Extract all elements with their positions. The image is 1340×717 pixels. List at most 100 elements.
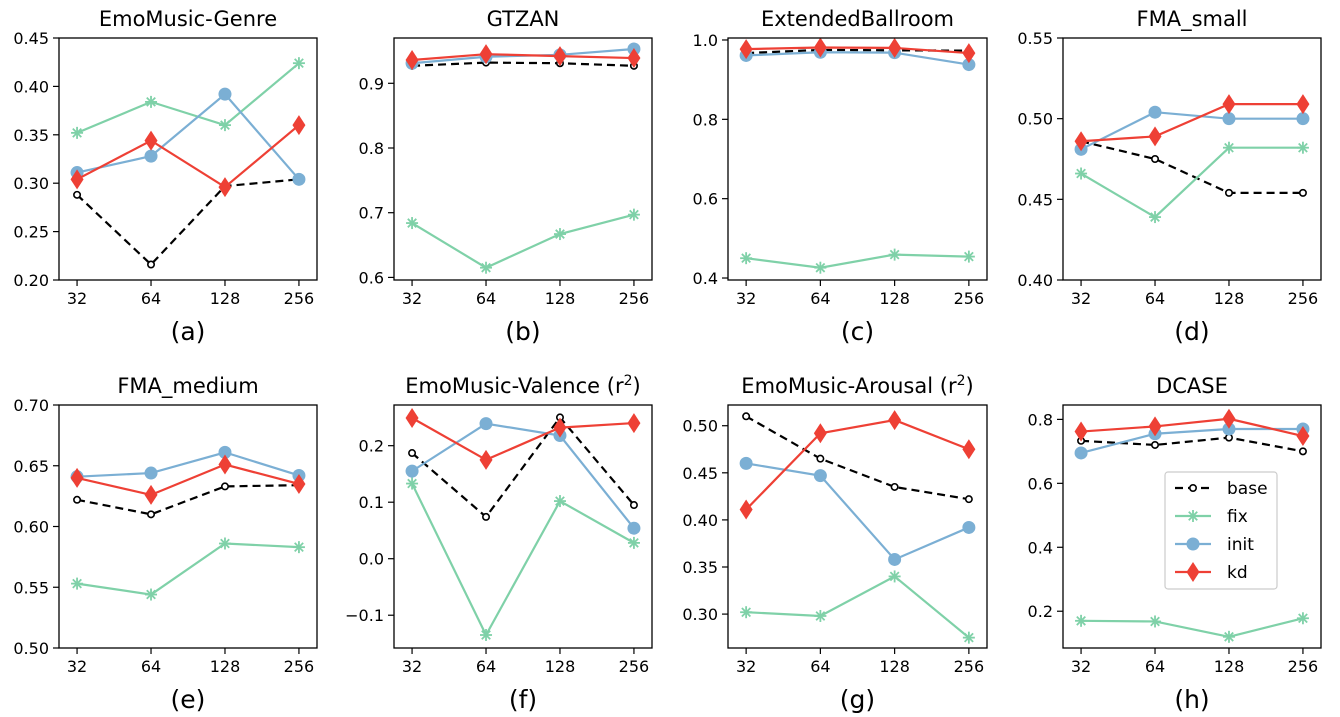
series-init-point bbox=[1222, 112, 1236, 126]
series-fix-point bbox=[1222, 141, 1235, 154]
series-init-point bbox=[1222, 422, 1236, 436]
x-tick-label: 256 bbox=[284, 657, 315, 676]
x-tick-label: 64 bbox=[476, 289, 496, 308]
series-fix-point bbox=[145, 588, 158, 601]
series-kd-point bbox=[1222, 408, 1236, 429]
series-kd-point bbox=[144, 484, 158, 505]
y-tick-label: 0.40 bbox=[1017, 271, 1053, 290]
panel-caption: (g) bbox=[840, 685, 875, 713]
legend-entry-fix: fix bbox=[1175, 507, 1248, 527]
y-tick-label: 0.20 bbox=[13, 271, 49, 290]
plot-frame bbox=[1062, 37, 1322, 281]
y-tick-label: 0.45 bbox=[682, 464, 718, 483]
x-tick-label: 256 bbox=[954, 657, 985, 676]
series-kd-point bbox=[553, 417, 567, 438]
series-kd-point bbox=[739, 499, 753, 520]
y-tick-label: 0.8 bbox=[693, 110, 718, 129]
series-kd-point bbox=[1296, 94, 1310, 115]
panel-c: ExtendedBallroom 0.4 0.6 0.8 1.0 32 64 128 256 (c… bbox=[693, 7, 988, 346]
panel-a: EmoMusic-Genre 0.20 0.25 0.30 0.35 0.40 0.45 32… bbox=[13, 7, 318, 346]
y-tick-label: 0.40 bbox=[13, 77, 49, 96]
panel-caption: (c) bbox=[841, 317, 874, 346]
panel-title: FMA_small bbox=[1137, 7, 1248, 32]
series-kd-line bbox=[76, 124, 300, 189]
y-tick-label: 0.70 bbox=[13, 396, 49, 415]
series-base-point bbox=[408, 449, 417, 458]
series-fix-point bbox=[627, 208, 640, 221]
plot-frame bbox=[727, 404, 988, 649]
series-kd-point bbox=[1074, 421, 1088, 442]
series-init-point bbox=[627, 521, 641, 535]
series-kd bbox=[70, 454, 306, 505]
x-tick-label: 64 bbox=[476, 657, 496, 676]
y-tick-label: 0.6 bbox=[359, 268, 384, 287]
series-base-line bbox=[412, 61, 634, 67]
x-tick-label: 128 bbox=[879, 289, 910, 308]
series-kd-point bbox=[292, 473, 306, 494]
panel-g: EmoMusic-Arousal (r2) 0.30 0.35 0.40 0.45 0.5… bbox=[682, 373, 988, 714]
series-kd-point bbox=[1222, 94, 1236, 115]
y-tick-label: 0.60 bbox=[13, 518, 49, 537]
series-fix-point bbox=[292, 541, 305, 554]
plot-frame bbox=[393, 37, 653, 281]
panel-caption: (d) bbox=[1174, 317, 1209, 346]
x-tick-label: 128 bbox=[545, 657, 576, 676]
series-kd-point bbox=[888, 37, 902, 58]
series-fix-point bbox=[553, 495, 566, 508]
y-tick-label: 0.7 bbox=[359, 204, 384, 223]
series-base bbox=[73, 481, 303, 519]
series-base-point bbox=[147, 510, 156, 519]
series-fix-point bbox=[627, 536, 640, 549]
panel-d: FMA_small 0.40 0.45 0.50 0.55 32 64 128 256 (d) bbox=[1017, 7, 1322, 346]
series-init-point bbox=[218, 445, 232, 459]
series-kd bbox=[1074, 94, 1310, 152]
series-fix-point bbox=[406, 477, 419, 490]
y-tick-label: 0.55 bbox=[1017, 29, 1053, 48]
series-kd-line bbox=[1080, 417, 1304, 438]
series-fix bbox=[71, 537, 305, 601]
x-tick-label: 256 bbox=[619, 289, 650, 308]
series-kd-line bbox=[76, 463, 300, 497]
series-kd-point bbox=[479, 44, 493, 65]
series-kd-point bbox=[1148, 126, 1162, 147]
series-fix-point bbox=[962, 631, 975, 644]
x-tick-label: 128 bbox=[545, 289, 576, 308]
x-tick-label: 256 bbox=[1288, 657, 1319, 676]
series-base-line bbox=[76, 484, 299, 516]
y-tick-label: 0.45 bbox=[1017, 190, 1053, 209]
y-tick-label: 0.30 bbox=[13, 174, 49, 193]
series-init-point bbox=[144, 466, 158, 480]
series-kd-point bbox=[1074, 131, 1088, 152]
x-tick-label: 128 bbox=[1214, 657, 1245, 676]
plot-frame bbox=[58, 37, 318, 281]
series-base-point bbox=[964, 495, 973, 504]
y-tick-label: 0.35 bbox=[13, 126, 49, 145]
series-fix-point bbox=[218, 537, 231, 550]
series-fix-point bbox=[1075, 167, 1088, 180]
series-kd bbox=[739, 410, 976, 520]
series-fix-line bbox=[745, 253, 969, 269]
series-base-point bbox=[73, 495, 82, 504]
legend-entry-kd: kd bbox=[1175, 562, 1248, 583]
y-tick-label: −0.1 bbox=[345, 606, 384, 625]
series-fix bbox=[1075, 612, 1309, 643]
legend-point bbox=[1187, 510, 1199, 522]
y-tick-label: 0.50 bbox=[682, 417, 718, 436]
series-base-point bbox=[816, 454, 825, 463]
series-init-point bbox=[144, 149, 158, 163]
series-init-point bbox=[292, 172, 306, 186]
plot-frame bbox=[393, 404, 653, 649]
series-init bbox=[70, 87, 306, 186]
series-kd bbox=[70, 115, 306, 198]
series-base bbox=[742, 412, 973, 504]
panel-f: EmoMusic-Valence (r2) −0.1 0.0 0.1 0.2 32 64 12… bbox=[345, 373, 653, 714]
panel-title: DCASE bbox=[1156, 374, 1228, 398]
series-base-line bbox=[745, 415, 970, 501]
series-init-line bbox=[76, 92, 300, 181]
series-kd-point bbox=[962, 43, 976, 64]
y-tick-label: 0.35 bbox=[682, 558, 718, 577]
y-tick-label: 0.8 bbox=[1028, 410, 1053, 429]
panel-h: DCASE 0.2 0.4 0.6 0.8 32 64 128 256 (h) bbox=[1028, 374, 1322, 714]
y-tick-label: 0.1 bbox=[359, 493, 384, 512]
series-kd-point bbox=[218, 177, 232, 198]
